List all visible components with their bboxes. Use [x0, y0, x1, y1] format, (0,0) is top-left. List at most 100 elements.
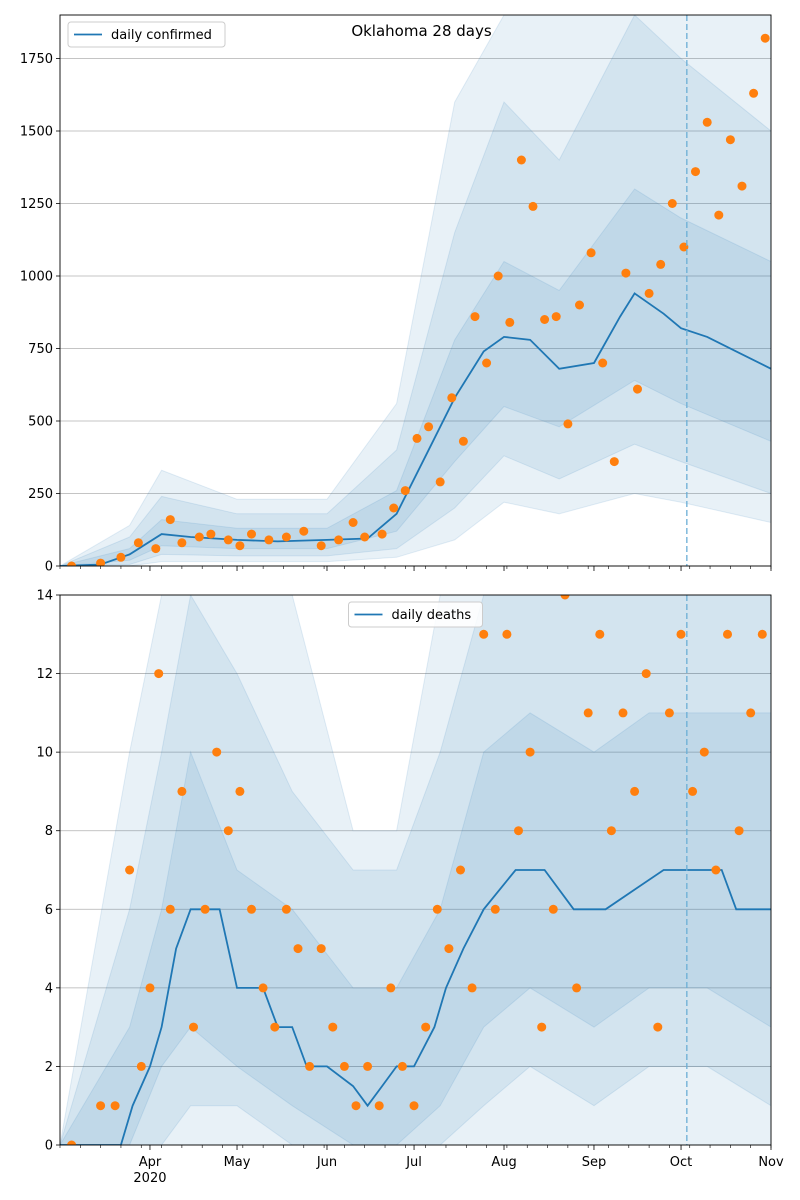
- series-line: [60, 292, 771, 566]
- data-point: [595, 629, 605, 639]
- data-point: [206, 529, 216, 539]
- data-point: [458, 436, 468, 446]
- data-point: [409, 1101, 419, 1111]
- data-point: [165, 515, 175, 525]
- data-point: [397, 1061, 407, 1071]
- x-tick-label: Apr: [139, 1155, 162, 1170]
- data-point: [575, 300, 584, 310]
- axes-frame: [59, 594, 772, 1146]
- data-point: [618, 708, 628, 718]
- data-point: [299, 526, 309, 536]
- y-tick-label: 14: [36, 589, 53, 604]
- data-point: [702, 117, 712, 127]
- data-point: [479, 629, 489, 639]
- data-point: [389, 503, 399, 513]
- uncertainty-band: [60, 595, 771, 1145]
- data-point: [200, 904, 210, 914]
- data-point: [482, 358, 492, 368]
- data-point: [154, 669, 164, 679]
- data-point: [447, 393, 457, 403]
- data-point: [444, 944, 454, 954]
- x-tick-label: Oct: [670, 1155, 692, 1170]
- data-point: [586, 248, 596, 258]
- data-point: [194, 532, 204, 542]
- data-point: [189, 1022, 198, 1032]
- legend-box: [67, 21, 226, 48]
- data-point: [421, 1022, 431, 1032]
- data-point: [136, 1061, 146, 1071]
- x-tick-label: Jul: [405, 1155, 422, 1170]
- data-point: [737, 181, 747, 191]
- data-point: [516, 155, 526, 165]
- confirmed-panel: 0 250 500 750 1000 1250 1500 1750 Oklahoma 28 da…: [20, 14, 772, 575]
- data-point: [339, 1061, 349, 1071]
- data-point: [165, 904, 175, 914]
- data-point: [177, 786, 187, 796]
- data-point: [493, 271, 503, 281]
- data-point: [247, 529, 256, 539]
- legend-box: [348, 601, 483, 628]
- data-point: [502, 629, 512, 639]
- data-point: [328, 1022, 338, 1032]
- uncertainty-band: [60, 595, 771, 1145]
- y-tick-label: 0: [45, 1139, 53, 1154]
- data-point: [316, 541, 326, 551]
- data-point: [258, 983, 268, 993]
- data-point: [734, 826, 744, 836]
- data-point: [235, 541, 245, 551]
- data-point: [177, 538, 187, 548]
- data-point: [548, 904, 558, 914]
- data-point: [641, 669, 651, 679]
- data-point: [151, 544, 161, 554]
- y-tick-label: 250: [28, 487, 53, 502]
- uncertainty-band: [60, 188, 771, 566]
- data-point: [96, 558, 106, 566]
- data-point: [281, 904, 291, 914]
- x-tick-label: Jun: [316, 1155, 337, 1170]
- data-point: [725, 135, 735, 145]
- data-point: [630, 786, 640, 796]
- data-point: [432, 904, 442, 914]
- data-point: [490, 904, 500, 914]
- x-tick-label: Aug: [491, 1155, 516, 1170]
- data-point: [281, 532, 291, 542]
- uncertainty-band: [60, 712, 771, 1145]
- data-point: [760, 33, 770, 43]
- uncertainty-band: [60, 15, 771, 566]
- data-point: [145, 983, 155, 993]
- uncertainty-band: [60, 15, 771, 566]
- data-point: [746, 708, 756, 718]
- x-tick-year-label: 2020: [133, 1171, 166, 1186]
- data-point: [316, 944, 326, 954]
- data-point: [749, 88, 759, 98]
- data-point: [424, 422, 434, 432]
- data-point: [96, 1101, 106, 1111]
- y-tick-label: 8: [45, 824, 53, 839]
- data-point: [656, 259, 666, 269]
- data-point: [699, 747, 709, 757]
- data-point: [551, 312, 561, 322]
- data-point: [348, 518, 358, 527]
- data-point: [270, 1022, 280, 1032]
- y-tick-label: 4: [45, 981, 53, 996]
- data-point: [125, 865, 135, 875]
- data-point: [374, 1101, 384, 1111]
- data-point: [67, 561, 77, 566]
- data-point: [400, 486, 410, 496]
- data-point: [609, 457, 619, 467]
- data-point: [525, 747, 535, 757]
- data-point: [537, 1022, 547, 1032]
- y-tick-label: 1000: [20, 270, 53, 285]
- plot-area: [60, 15, 771, 566]
- y-tick-label: 1500: [20, 125, 53, 140]
- data-point: [116, 552, 126, 562]
- data-point: [386, 983, 396, 993]
- data-point: [514, 826, 523, 836]
- y-tick-label: 2: [45, 1060, 53, 1075]
- plot-area: [60, 595, 771, 1145]
- axes-frame: [59, 14, 772, 567]
- data-point: [563, 419, 573, 429]
- x-tick-label: Sep: [582, 1155, 607, 1170]
- data-point: [679, 242, 689, 252]
